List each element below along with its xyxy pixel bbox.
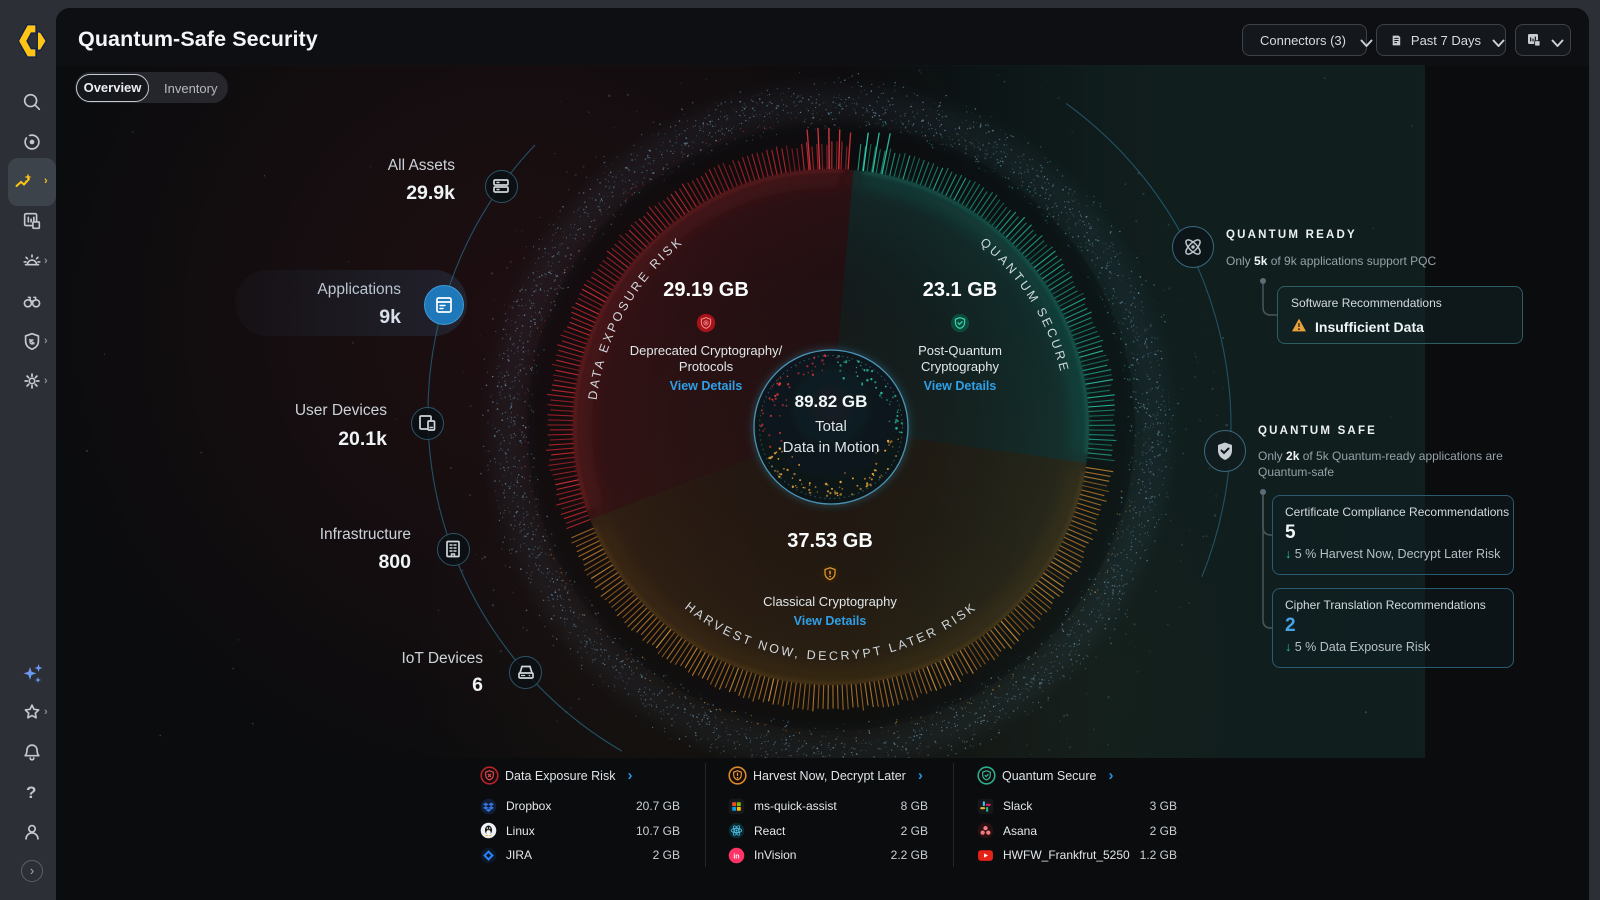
svg-text:in: in <box>733 852 739 860</box>
